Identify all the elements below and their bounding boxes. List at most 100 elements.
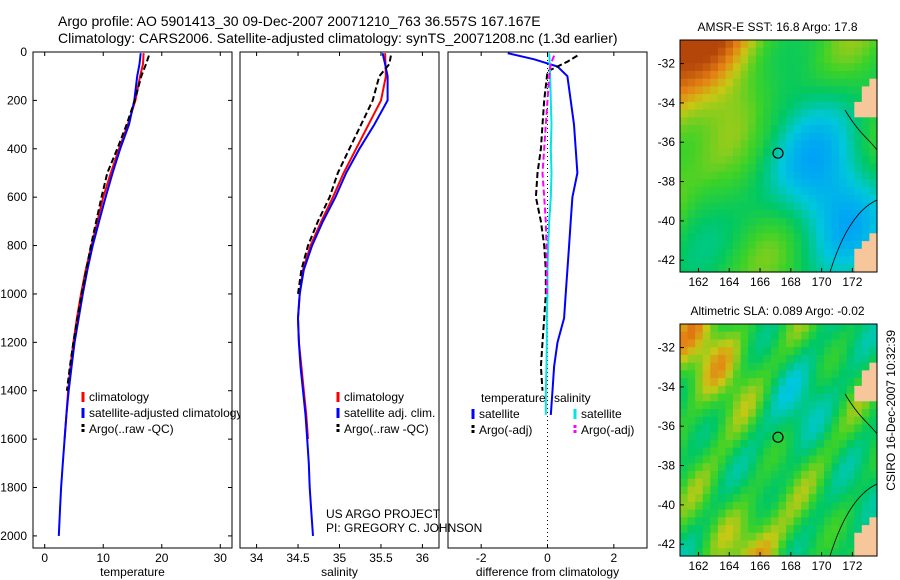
x-axis-label: salinity (321, 565, 358, 579)
map-cell (702, 447, 711, 456)
map-cell (824, 478, 833, 487)
map-cell (740, 463, 749, 472)
map-cell (778, 156, 787, 165)
map-cell (793, 432, 802, 441)
map-cell (702, 233, 711, 242)
map-cell (869, 478, 878, 487)
map-cell (861, 393, 870, 402)
map-cell (748, 241, 757, 250)
map-cell (702, 401, 711, 410)
map-cell (680, 63, 689, 72)
map-cell (710, 179, 719, 188)
map-cell (778, 40, 787, 49)
map-cell (786, 409, 795, 418)
map-cell (740, 148, 749, 157)
map-cell (680, 324, 689, 333)
map-cell (687, 525, 696, 534)
map-cell (778, 385, 787, 395)
x-tick-label: 36 (416, 551, 430, 565)
map-cell (702, 264, 711, 273)
map-cell (839, 494, 848, 503)
map-y-tick-label: -38 (658, 459, 676, 473)
map-cell (801, 78, 810, 87)
map-cell (816, 331, 825, 340)
map-cell (824, 370, 833, 379)
map-cell (793, 409, 802, 418)
map-cell (748, 156, 757, 165)
map-cell (770, 354, 780, 364)
map-cell (710, 186, 719, 196)
map-cell (717, 186, 727, 196)
map-cell (824, 163, 833, 172)
map-cell (680, 117, 689, 126)
map-cell (733, 548, 742, 557)
map-cell (748, 393, 757, 402)
map-cell (801, 463, 810, 472)
map-cell (710, 202, 719, 211)
map-cell (702, 339, 711, 348)
map-cell (755, 55, 764, 64)
map-cell (710, 385, 719, 395)
map-cell (770, 248, 780, 258)
map-cell (733, 210, 742, 219)
map-cell (824, 532, 833, 542)
map-cell (786, 140, 795, 149)
map-cell (725, 156, 734, 165)
y-tick-label: 400 (7, 142, 27, 156)
map-cell (793, 132, 802, 142)
map-cell (725, 217, 734, 227)
map-cell (816, 447, 825, 456)
map-cell (702, 532, 711, 542)
map-cell (763, 455, 772, 464)
map-cell (695, 186, 704, 196)
map-cell (793, 140, 802, 149)
map-cell (770, 233, 780, 242)
map-cell (816, 409, 825, 418)
map-cell (680, 463, 689, 472)
legend-label: satellite (479, 407, 520, 421)
map-cell (824, 509, 833, 518)
map-cell (831, 331, 840, 340)
y-tick-label: 1200 (0, 335, 27, 349)
map-cell (740, 156, 749, 165)
map-cell (687, 109, 696, 118)
map-cell (748, 117, 757, 126)
map-cell (687, 540, 696, 549)
map-cell (740, 101, 749, 111)
map-cell (778, 401, 787, 410)
map-cell (740, 225, 749, 234)
map-cell (854, 148, 863, 157)
map-cell (702, 354, 711, 364)
map-cell (824, 424, 833, 433)
map-cell (831, 494, 840, 503)
map-cell (869, 117, 878, 126)
map-cell (710, 217, 719, 227)
map-cell (680, 156, 689, 165)
map-cell (702, 478, 711, 487)
map-cell (778, 179, 787, 188)
map-cell (808, 447, 817, 456)
map-cell (733, 241, 742, 250)
map-cell (763, 393, 772, 402)
map-cell (755, 225, 764, 234)
map-cell (770, 55, 780, 64)
map-cell (824, 47, 833, 56)
map-cell (717, 370, 727, 379)
map-cell (725, 78, 734, 87)
map-cell (740, 63, 749, 72)
map-cell (869, 47, 878, 56)
map-cell (755, 339, 764, 348)
map-cell (839, 532, 848, 542)
map-cell (824, 140, 833, 149)
map-cell (801, 455, 810, 464)
map-cell (793, 486, 802, 495)
map-cell (725, 517, 734, 526)
map-cell (778, 478, 787, 487)
map-cell (824, 63, 833, 72)
map-cell (702, 55, 711, 64)
map-cell (770, 532, 780, 542)
map-cell (854, 393, 863, 402)
map-cell (839, 362, 848, 371)
map-cell (869, 424, 878, 433)
map-cell (778, 470, 787, 480)
